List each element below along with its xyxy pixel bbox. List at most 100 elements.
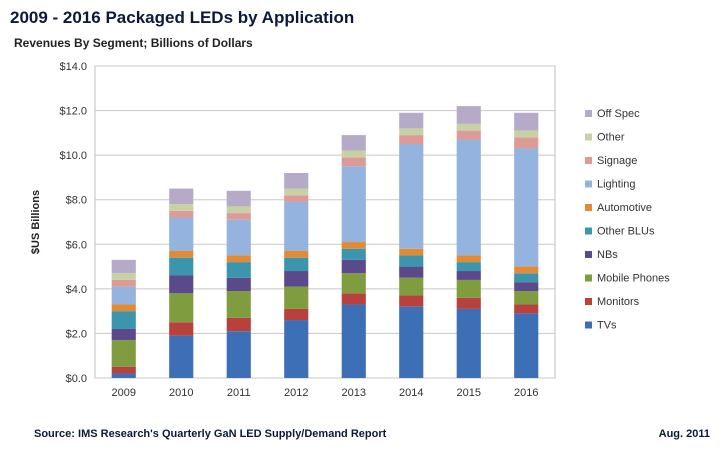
legend-swatch: [585, 251, 592, 258]
bar-segment: [456, 123, 481, 131]
bar-segment: [399, 135, 424, 144]
bar-segment: [399, 144, 424, 249]
bar-segment: [399, 266, 424, 278]
y-tick-label: $6.0: [66, 239, 87, 251]
bar-segment: [341, 135, 366, 151]
y-axis-label: $US Billions: [30, 190, 42, 254]
bar-segment: [341, 248, 366, 260]
bar-segment: [284, 172, 309, 189]
bar-segment: [456, 308, 481, 378]
y-tick-label: $12.0: [59, 106, 87, 118]
legend-label: Lighting: [597, 179, 636, 191]
bar-segment: [111, 304, 136, 312]
bar-segment: [226, 331, 251, 378]
bar-segment: [111, 259, 136, 274]
bar-segment: [456, 255, 481, 263]
report-date: Aug. 2011: [658, 428, 710, 440]
bar-segment: [514, 266, 539, 274]
legend-label: Other: [597, 132, 625, 144]
bar-segment: [514, 130, 539, 138]
legend-label: Signage: [597, 155, 637, 167]
bar-segment: [284, 188, 309, 196]
legend-swatch: [585, 133, 592, 141]
bar-segment: [226, 190, 251, 207]
chart-title: 2009 - 2016 Packaged LEDs by Application: [10, 8, 355, 27]
y-tick-label: $2.0: [66, 328, 87, 340]
bar-segment: [284, 201, 309, 251]
bar-segment: [399, 255, 424, 267]
bar-segment: [514, 282, 539, 292]
bar-segment: [169, 322, 194, 336]
bar-segment: [514, 148, 539, 267]
bar-segment: [111, 279, 136, 287]
bar-segment: [456, 106, 481, 124]
source-note: Source: IMS Research's Quarterly GaN LED…: [34, 428, 387, 440]
bar-segment: [169, 275, 194, 294]
bar-segment: [456, 279, 481, 298]
x-tick-label: 2013: [342, 387, 366, 399]
bar-segment: [226, 277, 251, 292]
bar-segment: [514, 304, 539, 314]
bar-segment: [456, 297, 481, 309]
bar-segment: [169, 188, 194, 205]
bar-segment: [111, 286, 136, 305]
bar-segment: [514, 137, 539, 149]
bar-segment: [226, 317, 251, 332]
bar-segment: [111, 273, 136, 280]
bar-segment: [514, 273, 539, 283]
x-tick-label: 2014: [399, 387, 423, 399]
bar-segment: [284, 250, 309, 258]
x-tick-label: 2012: [284, 387, 308, 399]
x-tick-label: 2011: [227, 387, 251, 399]
y-tick-label: $10.0: [59, 150, 87, 162]
bar-segment: [284, 320, 309, 378]
bar-segment: [514, 313, 539, 378]
legend-label: Other BLUs: [597, 226, 655, 238]
bar-segment: [456, 271, 481, 280]
bar-segment: [169, 217, 194, 251]
bar-segment: [226, 213, 251, 220]
x-tick-label: 2016: [514, 387, 538, 399]
bar-segment: [226, 255, 251, 263]
bar-segment: [456, 139, 481, 256]
bar-segment: [226, 219, 251, 256]
plot-area: [94, 65, 556, 379]
y-tick-label: $0.0: [66, 373, 87, 385]
bar-segment: [169, 293, 194, 323]
bar-segment: [399, 248, 424, 256]
bar-segment: [341, 166, 366, 243]
bar-segment: [284, 308, 309, 321]
bar-segment: [456, 262, 481, 272]
x-tick-label: 2009: [112, 387, 136, 399]
bar-segment: [169, 257, 194, 276]
bar-segment: [341, 150, 366, 158]
bar-segment: [399, 112, 424, 129]
legend-label: Monitors: [597, 296, 640, 308]
bar-segment: [456, 130, 481, 140]
chart-subtitle: Revenues By Segment; Billions of Dollars: [14, 36, 253, 50]
bar-segment: [341, 157, 366, 167]
bar-segment: [226, 291, 251, 318]
bar-segment: [169, 335, 194, 378]
legend-label: Automotive: [597, 202, 652, 214]
bar-segment: [399, 277, 424, 296]
legend-swatch: [585, 274, 592, 282]
x-tick-label: 2010: [169, 387, 193, 399]
bar-segment: [341, 293, 366, 305]
bar-segment: [341, 273, 366, 294]
bar-segment: [399, 295, 424, 307]
bar-segment: [514, 112, 539, 131]
bar-segment: [111, 366, 136, 374]
legend-label: NBs: [597, 249, 618, 261]
legend-swatch: [585, 298, 592, 305]
y-tick-label: $14.0: [59, 61, 87, 73]
bar-segment: [399, 306, 424, 378]
bar-segment: [111, 340, 136, 367]
bar-segment: [284, 257, 309, 272]
bar-segment: [111, 373, 136, 378]
bar-segment: [169, 210, 194, 218]
legend-swatch: [585, 180, 592, 188]
legend-swatch: [585, 157, 592, 164]
legend-swatch: [585, 110, 592, 117]
bar-segment: [169, 204, 194, 211]
